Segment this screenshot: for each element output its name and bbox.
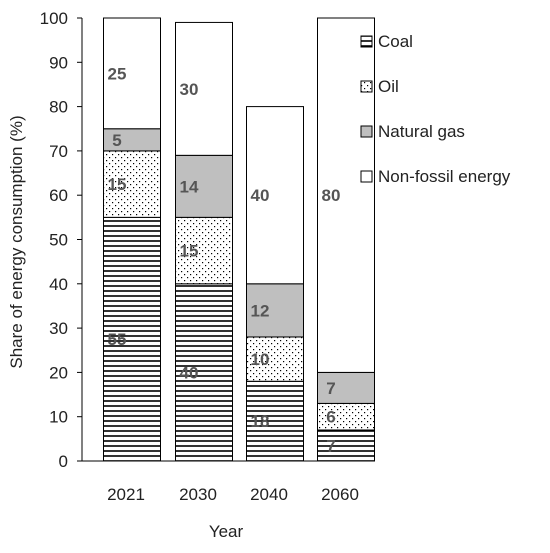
x-axis-title: Year (209, 522, 244, 541)
x-tick-label: 2021 (107, 485, 145, 504)
bar-segment-oil (246, 336, 304, 382)
data-label: 25 (108, 64, 127, 83)
data-label: 6 (326, 408, 335, 427)
bar-segment-non-fossil-energy (317, 17, 375, 373)
y-tick-label: 70 (49, 142, 68, 161)
legend: Coal Oil Natural gas Non-fossil energy (360, 32, 511, 186)
y-tick-label: 30 (49, 319, 68, 338)
y-ticks: 0 10 20 30 40 50 60 70 80 90 100 (40, 9, 82, 471)
bar-segment-oil (175, 216, 233, 285)
data-label: 14 (180, 177, 199, 196)
data-label: 40 (180, 363, 199, 382)
bar-segment-coal (103, 216, 161, 462)
x-tick-labels: 2021 2030 2040 2060 (107, 485, 359, 504)
y-tick-label: 80 (49, 98, 68, 117)
data-label: 80 (322, 186, 341, 205)
legend-label: Oil (378, 77, 399, 96)
bar-segment-natural-gas (175, 154, 233, 218)
bar-segment-non-fossil-energy (246, 106, 304, 285)
bar-segment-natural-gas (317, 371, 375, 404)
y-tick-label: 60 (49, 186, 68, 205)
bar-segment-natural-gas (246, 283, 304, 338)
data-label: 15 (108, 175, 127, 194)
data-label: 40 (251, 186, 270, 205)
legend-label: Natural gas (378, 122, 465, 141)
x-tick-label: 2060 (321, 485, 359, 504)
data-label: 15 (180, 242, 199, 261)
y-tick-label: 50 (49, 231, 68, 250)
bar-segment-coal (317, 429, 375, 462)
bar-segment-oil (103, 150, 161, 218)
legend-label: Non-fossil energy (378, 167, 511, 186)
data-labels: 55 15 5 25 40 15 14 30 18 10 12 40 7 6 7 80 (108, 64, 341, 455)
x-tick-label: 2040 (250, 485, 288, 504)
y-axis-title: Share of energy consumption (%) (7, 115, 26, 368)
bars (103, 17, 375, 462)
y-tick-label: 20 (49, 363, 68, 382)
y-tick-label: 90 (49, 53, 68, 72)
legend-swatch (360, 35, 373, 48)
data-label: 30 (180, 80, 199, 99)
data-label: 18 (251, 412, 270, 431)
y-tick-label: 10 (49, 408, 68, 427)
bar-segment-coal (246, 380, 304, 462)
data-label: 10 (251, 350, 270, 369)
y-tick-label: 0 (59, 452, 68, 471)
bar-segment-non-fossil-energy (175, 21, 233, 156)
legend-swatch (360, 125, 373, 138)
bar-segment-coal (175, 283, 233, 462)
legend-swatch (360, 80, 373, 93)
data-label: 5 (112, 131, 121, 150)
bar-segment-non-fossil-energy (103, 17, 161, 130)
x-tick-label: 2030 (179, 485, 217, 504)
data-label: 7 (326, 436, 335, 455)
data-label: 7 (326, 379, 335, 398)
data-label: 12 (251, 301, 270, 320)
y-tick-label: 100 (40, 9, 68, 28)
legend-label: Coal (378, 32, 413, 51)
y-tick-label: 40 (49, 275, 68, 294)
legend-swatch (360, 170, 373, 183)
bar-segment-oil (317, 402, 375, 431)
data-label: 55 (108, 330, 127, 349)
